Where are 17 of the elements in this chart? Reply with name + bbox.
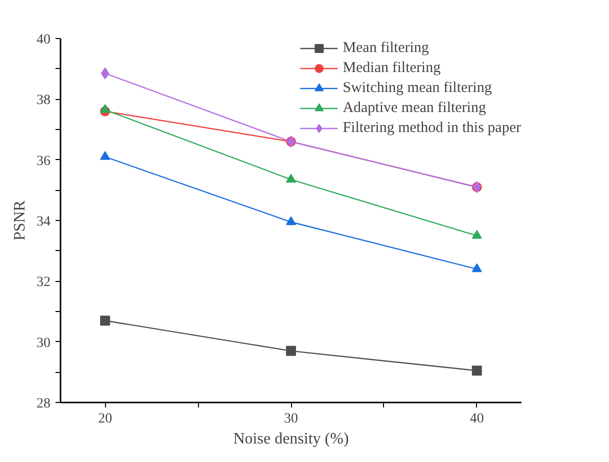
legend-label: Filtering method in this paper [342, 120, 521, 136]
x-tick-label: 30 [284, 412, 298, 426]
x-tick-label: 40 [470, 412, 484, 426]
y-tick-label: 32 [36, 275, 50, 290]
y-tick-label: 34 [36, 214, 50, 230]
legend-label: Switching mean filtering [342, 80, 492, 96]
x-tick-label: 20 [98, 412, 112, 426]
legend-label: Median filtering [342, 60, 441, 76]
y-tick-label: 36 [36, 154, 50, 169]
y-tick-label: 40 [36, 32, 50, 48]
x-axis-title: Noise density (%) [233, 430, 349, 448]
legend-label: Mean filtering [342, 40, 429, 56]
y-tick-label: 38 [36, 93, 50, 108]
y-tick-label: 28 [36, 396, 50, 412]
y-axis-title: PSNR [12, 200, 28, 241]
y-tick-label: 30 [36, 336, 50, 351]
legend-label: Adaptive mean filtering [342, 100, 486, 116]
